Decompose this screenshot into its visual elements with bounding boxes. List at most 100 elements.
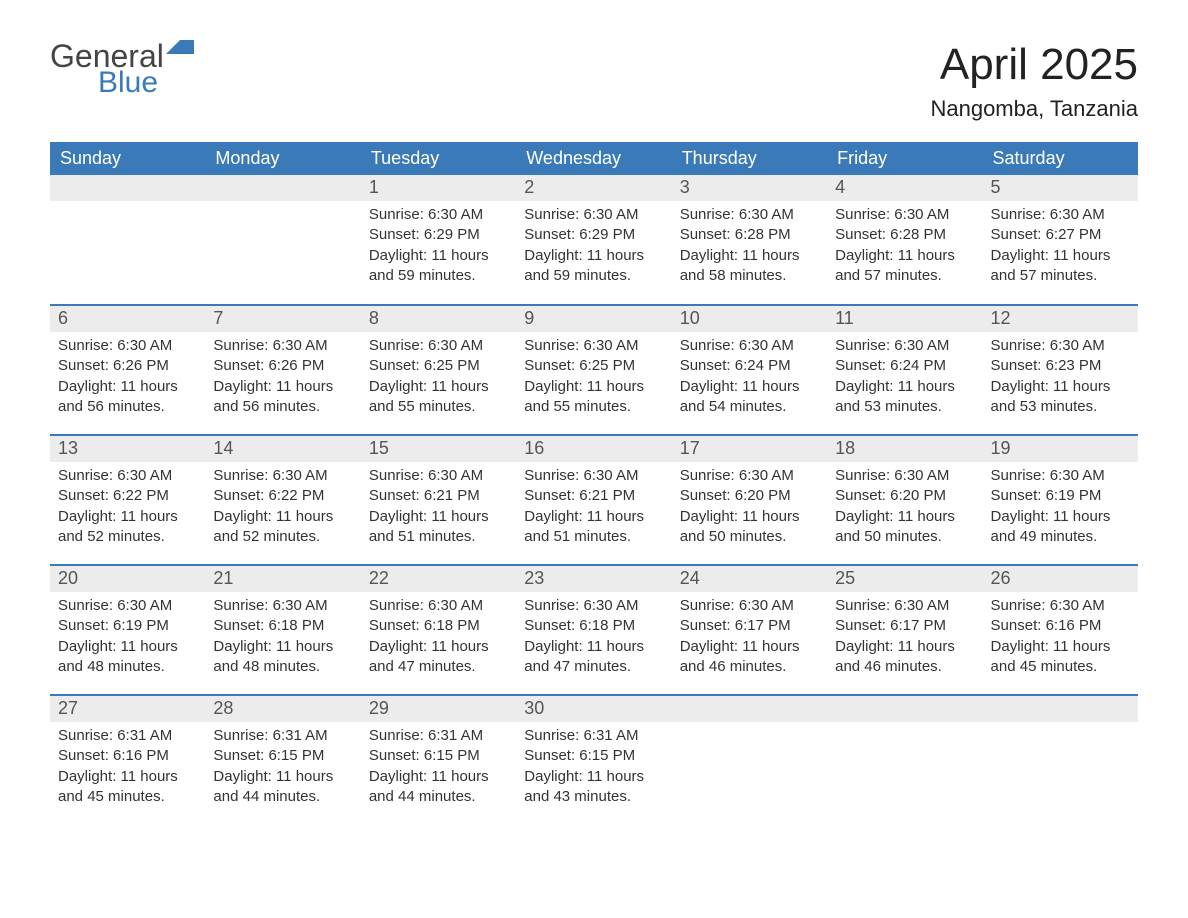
daylight-text: Daylight: 11 hours and 50 minutes. [680,507,819,548]
daylight-text: Daylight: 11 hours and 48 minutes. [213,637,352,678]
weekday-header: Wednesday [516,142,671,175]
sunset-text: Sunset: 6:21 PM [524,486,663,506]
day-number: 21 [205,566,360,592]
sunset-text: Sunset: 6:26 PM [213,356,352,376]
sunrise-text: Sunrise: 6:30 AM [213,336,352,356]
sunrise-text: Sunrise: 6:30 AM [835,466,974,486]
calendar-day-cell: 28Sunrise: 6:31 AMSunset: 6:15 PMDayligh… [205,695,360,825]
daylight-text: Daylight: 11 hours and 51 minutes. [524,507,663,548]
weekday-header: Thursday [672,142,827,175]
daylight-text: Daylight: 11 hours and 43 minutes. [524,767,663,808]
title-block: April 2025 Nangomba, Tanzania [930,40,1138,122]
daylight-text: Daylight: 11 hours and 48 minutes. [58,637,197,678]
daylight-text: Daylight: 11 hours and 57 minutes. [991,246,1130,287]
daylight-text: Daylight: 11 hours and 58 minutes. [680,246,819,287]
weekday-header: Friday [827,142,982,175]
day-number: 18 [827,436,982,462]
logo-word-2: Blue [98,68,158,98]
sunrise-text: Sunrise: 6:30 AM [58,466,197,486]
daylight-text: Daylight: 11 hours and 52 minutes. [213,507,352,548]
sunset-text: Sunset: 6:28 PM [680,225,819,245]
calendar-day-cell: 1Sunrise: 6:30 AMSunset: 6:29 PMDaylight… [361,175,516,305]
calendar-day-cell: 26Sunrise: 6:30 AMSunset: 6:16 PMDayligh… [983,565,1138,695]
daylight-text: Daylight: 11 hours and 45 minutes. [991,637,1130,678]
day-details: Sunrise: 6:31 AMSunset: 6:15 PMDaylight:… [516,722,671,817]
daylight-text: Daylight: 11 hours and 47 minutes. [369,637,508,678]
calendar-week-row: 1Sunrise: 6:30 AMSunset: 6:29 PMDaylight… [50,175,1138,305]
calendar-day-cell: 8 Sunrise: 6:30 AMSunset: 6:25 PMDaylight… [361,305,516,435]
day-number: 6 [50,306,205,332]
day-number: 7 [205,306,360,332]
day-details: Sunrise: 6:30 AMSunset: 6:29 PMDaylight:… [361,201,516,296]
calendar-day-cell: 12Sunrise: 6:30 AMSunset: 6:23 PMDayligh… [983,305,1138,435]
sunset-text: Sunset: 6:16 PM [991,616,1130,636]
location-subtitle: Nangomba, Tanzania [930,96,1138,122]
day-details: Sunrise: 6:30 AMSunset: 6:29 PMDaylight:… [516,201,671,296]
sunrise-text: Sunrise: 6:31 AM [524,726,663,746]
sunrise-text: Sunrise: 6:30 AM [58,336,197,356]
sunset-text: Sunset: 6:22 PM [58,486,197,506]
sunset-text: Sunset: 6:18 PM [524,616,663,636]
sunset-text: Sunset: 6:19 PM [991,486,1130,506]
day-number [827,696,982,722]
weekday-header: Tuesday [361,142,516,175]
sunrise-text: Sunrise: 6:30 AM [991,205,1130,225]
day-number: 27 [50,696,205,722]
day-details: Sunrise: 6:30 AMSunset: 6:21 PMDaylight:… [361,462,516,557]
sunrise-text: Sunrise: 6:30 AM [369,596,508,616]
sunset-text: Sunset: 6:25 PM [369,356,508,376]
sunrise-text: Sunrise: 6:30 AM [213,466,352,486]
sunset-text: Sunset: 6:29 PM [369,225,508,245]
day-number: 24 [672,566,827,592]
day-details: Sunrise: 6:31 AMSunset: 6:15 PMDaylight:… [205,722,360,817]
day-details: Sunrise: 6:30 AMSunset: 6:17 PMDaylight:… [672,592,827,687]
calendar-day-cell: 20Sunrise: 6:30 AMSunset: 6:19 PMDayligh… [50,565,205,695]
calendar-week-row: 6Sunrise: 6:30 AMSunset: 6:26 PMDaylight… [50,305,1138,435]
daylight-text: Daylight: 11 hours and 46 minutes. [835,637,974,678]
daylight-text: Daylight: 11 hours and 49 minutes. [991,507,1130,548]
sunset-text: Sunset: 6:23 PM [991,356,1130,376]
calendar-day-cell: 18Sunrise: 6:30 AMSunset: 6:20 PMDayligh… [827,435,982,565]
day-number [983,696,1138,722]
calendar-day-cell: 30Sunrise: 6:31 AMSunset: 6:15 PMDayligh… [516,695,671,825]
calendar-day-cell [672,695,827,825]
day-number: 23 [516,566,671,592]
day-details: Sunrise: 6:30 AMSunset: 6:20 PMDaylight:… [827,462,982,557]
calendar-day-cell: 7 Sunrise: 6:30 AMSunset: 6:26 PMDaylight… [205,305,360,435]
sunrise-text: Sunrise: 6:30 AM [835,205,974,225]
day-details: Sunrise: 6:30 AMSunset: 6:17 PMDaylight:… [827,592,982,687]
weekday-header: Sunday [50,142,205,175]
calendar-day-cell [205,175,360,305]
sunrise-text: Sunrise: 6:30 AM [369,336,508,356]
day-number [205,175,360,201]
day-details [827,722,982,736]
weekday-header: Saturday [983,142,1138,175]
sunset-text: Sunset: 6:21 PM [369,486,508,506]
day-details: Sunrise: 6:30 AMSunset: 6:22 PMDaylight:… [50,462,205,557]
sunrise-text: Sunrise: 6:30 AM [991,466,1130,486]
daylight-text: Daylight: 11 hours and 55 minutes. [369,377,508,418]
sunrise-text: Sunrise: 6:30 AM [991,336,1130,356]
day-number: 1 [361,175,516,201]
calendar-day-cell: 2Sunrise: 6:30 AMSunset: 6:29 PMDaylight… [516,175,671,305]
sunrise-text: Sunrise: 6:30 AM [680,466,819,486]
sunset-text: Sunset: 6:16 PM [58,746,197,766]
calendar-day-cell: 24Sunrise: 6:30 AMSunset: 6:17 PMDayligh… [672,565,827,695]
sunrise-text: Sunrise: 6:31 AM [213,726,352,746]
sunset-text: Sunset: 6:15 PM [369,746,508,766]
sunrise-text: Sunrise: 6:30 AM [835,596,974,616]
sunset-text: Sunset: 6:15 PM [213,746,352,766]
day-details: Sunrise: 6:30 AMSunset: 6:18 PMDaylight:… [361,592,516,687]
daylight-text: Daylight: 11 hours and 55 minutes. [524,377,663,418]
day-details: Sunrise: 6:30 AMSunset: 6:18 PMDaylight:… [205,592,360,687]
sunset-text: Sunset: 6:15 PM [524,746,663,766]
sunrise-text: Sunrise: 6:30 AM [991,596,1130,616]
day-details: Sunrise: 6:30 AMSunset: 6:23 PMDaylight:… [983,332,1138,427]
sunset-text: Sunset: 6:26 PM [58,356,197,376]
sunrise-text: Sunrise: 6:30 AM [369,466,508,486]
day-number: 11 [827,306,982,332]
sunset-text: Sunset: 6:22 PM [213,486,352,506]
day-number: 3 [672,175,827,201]
daylight-text: Daylight: 11 hours and 56 minutes. [213,377,352,418]
day-number: 8 [361,306,516,332]
